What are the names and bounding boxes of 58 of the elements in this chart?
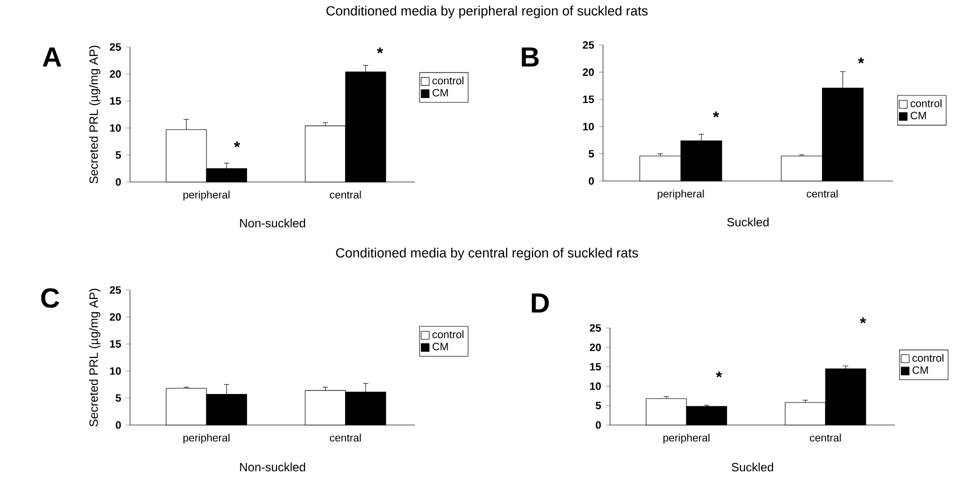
y-tick-label: 20 xyxy=(110,70,121,78)
legend-label: control xyxy=(912,354,944,362)
y-tick-label: 0 xyxy=(116,421,121,429)
y-tick-label: 20 xyxy=(110,313,121,321)
text: * xyxy=(860,318,866,324)
y-tick-label: 25 xyxy=(110,286,121,294)
y-tick-label: 10 xyxy=(110,124,121,132)
y-tick-label: 10 xyxy=(583,122,594,130)
x-tick-label: central xyxy=(810,434,841,442)
y-tick-label: 25 xyxy=(590,324,601,332)
y-tick-label: 5 xyxy=(116,394,121,402)
x-axis-title: Suckled xyxy=(732,462,774,472)
x-axis-title: Suckled xyxy=(727,218,769,226)
text: Conditioned media by peripheral region of suckled rats xyxy=(326,6,648,18)
legend-label: CM xyxy=(432,342,448,350)
x-tick-label: peripheral xyxy=(183,190,230,201)
y-tick-label: 25 xyxy=(582,41,594,49)
annotation: * xyxy=(716,371,722,378)
text: Conditioned media by central region of suckled rats xyxy=(336,248,638,260)
y-tick-label: 10 xyxy=(590,382,601,390)
y-tick-label: 15 xyxy=(590,363,601,371)
y-tick-label: 0 xyxy=(596,421,601,429)
text: D xyxy=(532,293,549,313)
x-tick-label: peripheral xyxy=(183,434,230,444)
text: C xyxy=(41,288,60,308)
x-tick-label: central xyxy=(330,434,361,442)
legend-label: control xyxy=(910,99,942,108)
y-tick-label: 20 xyxy=(582,68,594,76)
y-tick-label: 15 xyxy=(583,96,594,104)
text: B xyxy=(522,47,539,66)
y-tick-label: 0 xyxy=(116,178,121,186)
y-tick-label: 5 xyxy=(588,150,594,158)
y-tick-label: 10 xyxy=(110,367,121,375)
legend-label: CM xyxy=(912,366,928,374)
legend-label: control xyxy=(432,76,464,84)
y-axis-title: Secreted PRL (µg/mg AP) xyxy=(89,288,100,426)
x-axis-title: Non-suckled xyxy=(240,462,306,472)
y-tick-label: 25 xyxy=(110,43,121,51)
annotation: * xyxy=(376,47,384,54)
y-tick-label: 5 xyxy=(116,151,121,159)
y-tick-label: 5 xyxy=(596,402,601,410)
y-tick-label: 0 xyxy=(588,177,594,185)
legend-label: control xyxy=(432,330,464,338)
x-tick-label: central xyxy=(330,190,361,199)
y-axis-title: Secreted PRL (µg/mg AP) xyxy=(89,46,100,184)
x-axis-title: Non-suckled xyxy=(240,218,306,228)
legend-label: CM xyxy=(432,88,448,97)
annotation: * xyxy=(234,141,240,148)
legend-label: CM xyxy=(910,112,926,120)
annotation: * xyxy=(712,111,720,118)
x-tick-label: peripheral xyxy=(658,190,704,200)
text: A xyxy=(42,47,62,67)
x-tick-label: peripheral xyxy=(663,434,710,444)
x-tick-label: central xyxy=(806,190,838,198)
y-tick-label: 20 xyxy=(590,344,601,352)
y-tick-label: 15 xyxy=(110,97,121,105)
y-tick-label: 15 xyxy=(110,340,121,348)
annotation: * xyxy=(858,58,864,64)
